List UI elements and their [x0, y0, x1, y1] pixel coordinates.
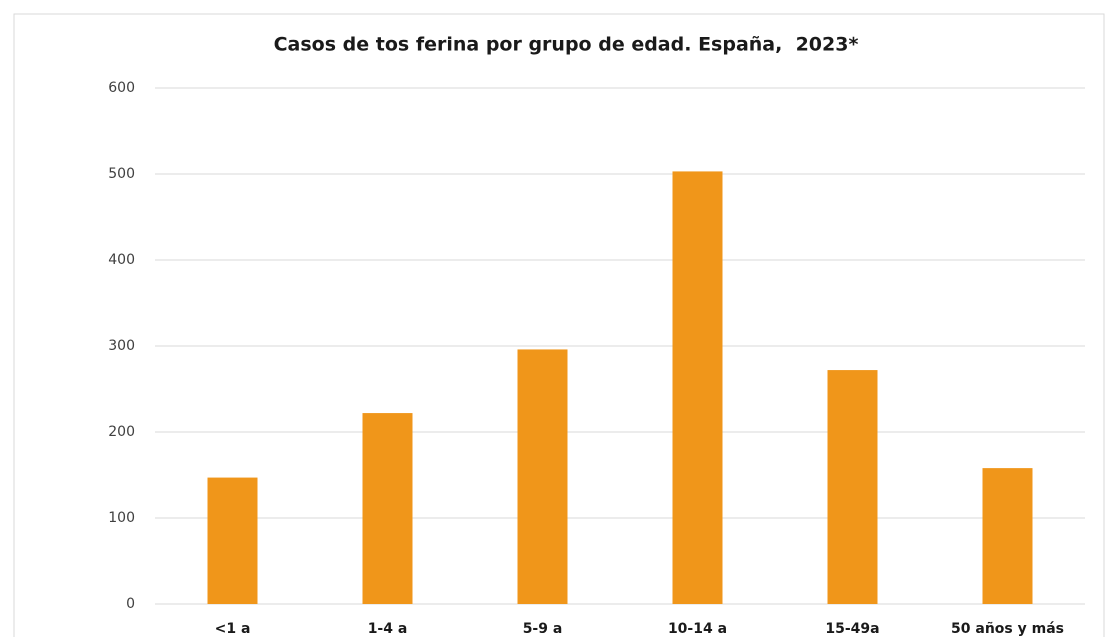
bar — [517, 349, 568, 604]
x-tick-label: 1-4 a — [368, 621, 408, 637]
bar — [827, 370, 878, 604]
y-tick-label: 100 — [108, 510, 135, 526]
y-tick-label: 300 — [108, 338, 135, 354]
x-tick-label: 15-49a — [825, 621, 879, 637]
y-tick-label: 500 — [108, 166, 135, 182]
y-tick-label: 400 — [108, 252, 135, 268]
y-tick-label: 200 — [108, 424, 135, 440]
bar — [982, 468, 1033, 604]
x-tick-label: <1 a — [215, 621, 251, 637]
bar — [362, 413, 413, 604]
chart-title: Casos de tos ferina por grupo de edad. E… — [274, 34, 859, 56]
bar — [207, 477, 258, 604]
bar — [672, 171, 723, 605]
x-tick-label: 50 años y más — [951, 621, 1064, 637]
y-tick-label: 0 — [126, 596, 135, 612]
x-tick-label: 5-9 a — [523, 621, 563, 637]
y-tick-label: 600 — [108, 80, 135, 96]
x-tick-label: 10-14 a — [668, 621, 727, 637]
chart-frame — [13, 13, 1105, 637]
